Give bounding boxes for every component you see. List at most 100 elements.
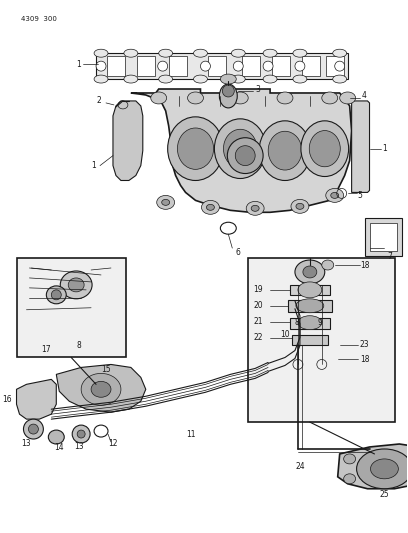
Ellipse shape bbox=[206, 204, 214, 211]
Bar bbox=[248, 258, 395, 422]
Bar bbox=[107, 56, 125, 76]
Ellipse shape bbox=[72, 425, 90, 443]
Ellipse shape bbox=[193, 75, 207, 83]
Ellipse shape bbox=[124, 49, 138, 57]
Text: 8: 8 bbox=[77, 341, 82, 350]
Ellipse shape bbox=[47, 286, 66, 304]
Bar bbox=[208, 56, 226, 76]
Polygon shape bbox=[352, 101, 370, 192]
Text: 10: 10 bbox=[280, 330, 290, 339]
Ellipse shape bbox=[222, 85, 234, 97]
Text: 6: 6 bbox=[236, 248, 241, 256]
Ellipse shape bbox=[60, 271, 92, 299]
Bar bbox=[290, 318, 330, 329]
Ellipse shape bbox=[200, 61, 211, 71]
Text: 8: 8 bbox=[295, 318, 299, 327]
Ellipse shape bbox=[235, 146, 255, 166]
Ellipse shape bbox=[322, 260, 334, 270]
Ellipse shape bbox=[94, 75, 108, 83]
Text: 22: 22 bbox=[253, 333, 263, 342]
Ellipse shape bbox=[193, 49, 207, 57]
Ellipse shape bbox=[159, 49, 173, 57]
Bar bbox=[302, 56, 320, 76]
Ellipse shape bbox=[77, 430, 85, 438]
Bar bbox=[288, 300, 332, 312]
Ellipse shape bbox=[29, 424, 38, 434]
Ellipse shape bbox=[168, 117, 223, 181]
Ellipse shape bbox=[157, 196, 175, 209]
Text: 18: 18 bbox=[360, 355, 369, 364]
Text: 19: 19 bbox=[253, 285, 263, 294]
Ellipse shape bbox=[310, 329, 326, 345]
Ellipse shape bbox=[220, 74, 236, 84]
Ellipse shape bbox=[298, 316, 322, 329]
Text: 2: 2 bbox=[96, 96, 101, 106]
Ellipse shape bbox=[158, 61, 168, 71]
Ellipse shape bbox=[188, 92, 204, 104]
Ellipse shape bbox=[263, 49, 277, 57]
Text: 25: 25 bbox=[379, 490, 389, 499]
Text: 9: 9 bbox=[317, 318, 322, 327]
Bar bbox=[364, 219, 402, 256]
Ellipse shape bbox=[331, 192, 339, 198]
Text: 5: 5 bbox=[357, 191, 362, 200]
Text: 11: 11 bbox=[186, 430, 195, 439]
Ellipse shape bbox=[24, 419, 43, 439]
Ellipse shape bbox=[322, 92, 338, 104]
Ellipse shape bbox=[301, 345, 315, 358]
Text: 1: 1 bbox=[382, 144, 387, 153]
Polygon shape bbox=[338, 444, 408, 489]
Text: 18: 18 bbox=[360, 261, 369, 270]
Ellipse shape bbox=[295, 61, 305, 71]
Ellipse shape bbox=[159, 75, 173, 83]
Ellipse shape bbox=[48, 430, 64, 444]
Ellipse shape bbox=[96, 61, 106, 71]
Text: 17: 17 bbox=[42, 345, 51, 354]
Ellipse shape bbox=[298, 282, 322, 298]
Text: 1: 1 bbox=[91, 161, 96, 170]
Text: 24: 24 bbox=[295, 462, 305, 471]
Text: 4309  300: 4309 300 bbox=[22, 17, 58, 22]
Ellipse shape bbox=[220, 84, 237, 108]
Bar bbox=[169, 56, 186, 76]
Ellipse shape bbox=[251, 205, 259, 211]
Text: 13: 13 bbox=[22, 440, 31, 448]
Ellipse shape bbox=[214, 119, 266, 179]
Ellipse shape bbox=[232, 92, 248, 104]
Bar bbox=[326, 56, 344, 76]
Ellipse shape bbox=[277, 92, 293, 104]
Ellipse shape bbox=[357, 449, 408, 489]
Bar bbox=[370, 223, 397, 251]
Ellipse shape bbox=[268, 131, 302, 170]
Polygon shape bbox=[16, 379, 56, 419]
Ellipse shape bbox=[293, 49, 307, 57]
Ellipse shape bbox=[335, 61, 345, 71]
Polygon shape bbox=[131, 89, 352, 212]
Ellipse shape bbox=[263, 75, 277, 83]
Bar bbox=[16, 258, 126, 358]
Text: 4: 4 bbox=[361, 92, 366, 100]
Ellipse shape bbox=[290, 332, 306, 348]
Ellipse shape bbox=[91, 381, 111, 397]
Ellipse shape bbox=[370, 459, 398, 479]
Bar bbox=[290, 285, 330, 295]
Polygon shape bbox=[96, 53, 348, 79]
Ellipse shape bbox=[151, 92, 166, 104]
Text: 23: 23 bbox=[360, 340, 369, 349]
Ellipse shape bbox=[94, 49, 108, 57]
Ellipse shape bbox=[301, 121, 349, 176]
Ellipse shape bbox=[296, 299, 324, 313]
Text: 13: 13 bbox=[74, 442, 84, 451]
Ellipse shape bbox=[263, 61, 273, 71]
Text: 1: 1 bbox=[76, 60, 81, 69]
Ellipse shape bbox=[340, 92, 356, 104]
Ellipse shape bbox=[231, 75, 245, 83]
Ellipse shape bbox=[333, 75, 347, 83]
Ellipse shape bbox=[259, 121, 311, 181]
Text: 15: 15 bbox=[101, 365, 111, 374]
Ellipse shape bbox=[344, 474, 356, 484]
Ellipse shape bbox=[309, 131, 340, 167]
Text: 3: 3 bbox=[256, 85, 261, 93]
Ellipse shape bbox=[296, 204, 304, 209]
Ellipse shape bbox=[246, 201, 264, 215]
